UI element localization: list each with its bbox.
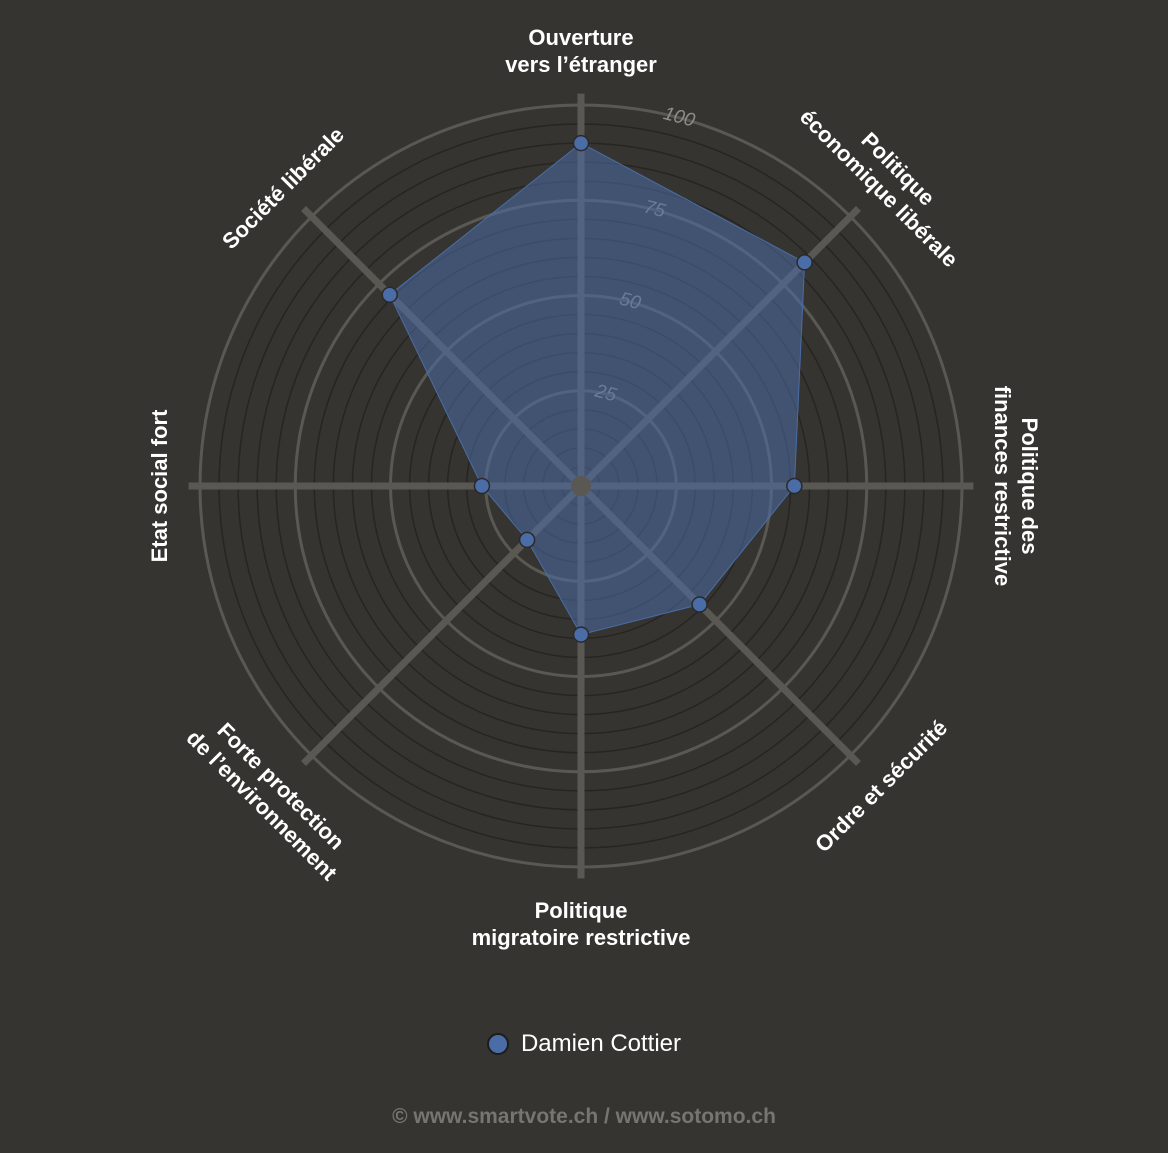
data-point xyxy=(572,626,590,643)
footer-credits: © www.smartvote.ch / www.sotomo.ch xyxy=(392,1105,776,1128)
axis-label-line: Politique des xyxy=(1017,418,1042,555)
data-point xyxy=(518,531,536,549)
data-point xyxy=(381,286,398,303)
data-point xyxy=(473,477,491,495)
axis-label: Etat social fort xyxy=(147,409,172,562)
data-point xyxy=(572,134,590,152)
legend: Damien Cottier xyxy=(0,1030,1168,1058)
series-area xyxy=(389,142,806,636)
axis-label-line: vers l’étranger xyxy=(505,52,657,77)
axis-label-line: migratoire restrictive xyxy=(472,925,691,950)
data-point xyxy=(691,596,708,613)
axis-label: Ouverture vers l’étranger xyxy=(505,25,657,77)
axis-label-line: finances restrictive xyxy=(990,386,1015,587)
axis-label-line: Ouverture xyxy=(528,25,633,50)
legend-marker xyxy=(486,1033,509,1055)
data-point xyxy=(786,477,803,495)
center-hub xyxy=(571,476,591,496)
axis-label: Politique desfinances restrictive xyxy=(990,386,1042,587)
axis-label: Politique migratoire restrictive xyxy=(472,898,691,950)
tick-label: 100 xyxy=(661,103,697,132)
legend-series-name: Damien Cottier xyxy=(520,1030,682,1057)
data-point xyxy=(796,254,813,271)
axis-label-line: Etat social fort xyxy=(147,409,172,562)
axis-label-line: Politique xyxy=(535,898,628,923)
